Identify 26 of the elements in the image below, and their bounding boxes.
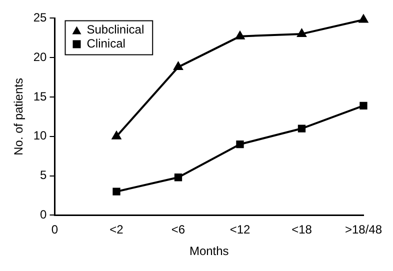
x-tick-label: >18/48 (344, 222, 382, 237)
legend-label: Subclinical (86, 22, 144, 37)
y-tick-label: 10 (33, 128, 48, 143)
y-tick-label: 5 (40, 168, 48, 182)
point (359, 14, 368, 23)
y-axis-title: No. of patients (12, 78, 26, 156)
y-tick-label: 15 (33, 89, 48, 104)
x-tick-label: 0 (51, 222, 58, 237)
point (112, 188, 120, 196)
legend-label: Clinical (86, 36, 126, 51)
x-tick-label: <2 (110, 222, 124, 237)
point (112, 131, 121, 140)
y-tick-label: 25 (33, 10, 48, 25)
y-tick-label: 20 (33, 50, 48, 64)
point (360, 102, 368, 110)
point (298, 124, 306, 132)
y-tick-label: 0 (40, 208, 48, 222)
point (236, 140, 244, 148)
x-tick-label: <6 (171, 222, 186, 237)
x-axis-title: Months (189, 244, 229, 258)
point (297, 28, 306, 37)
point (236, 31, 244, 40)
point (174, 174, 182, 182)
point (174, 62, 183, 70)
x-tick-label: <12 (230, 222, 250, 237)
x-tick-label: <18 (292, 222, 312, 237)
